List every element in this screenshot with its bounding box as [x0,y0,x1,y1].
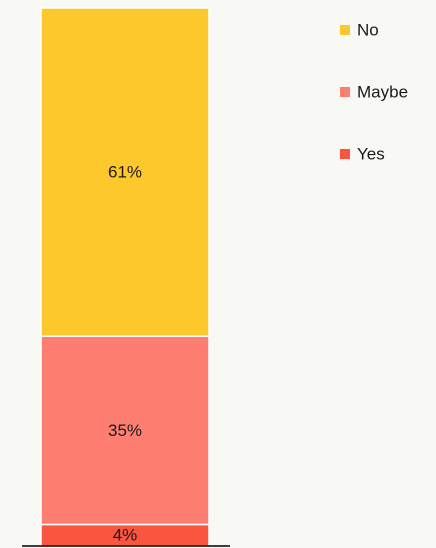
legend-swatch [340,25,350,35]
legend-swatch [340,149,350,159]
data-label: 61% [108,163,142,182]
legend-label: No [357,20,379,39]
legend-label: Maybe [357,82,408,101]
bar-segment [40,7,210,337]
data-label: 35% [108,421,142,440]
legend-swatch [340,87,350,97]
bar-segment [40,335,210,526]
legend-label: Yes [357,144,385,163]
data-label: 4% [113,526,138,545]
